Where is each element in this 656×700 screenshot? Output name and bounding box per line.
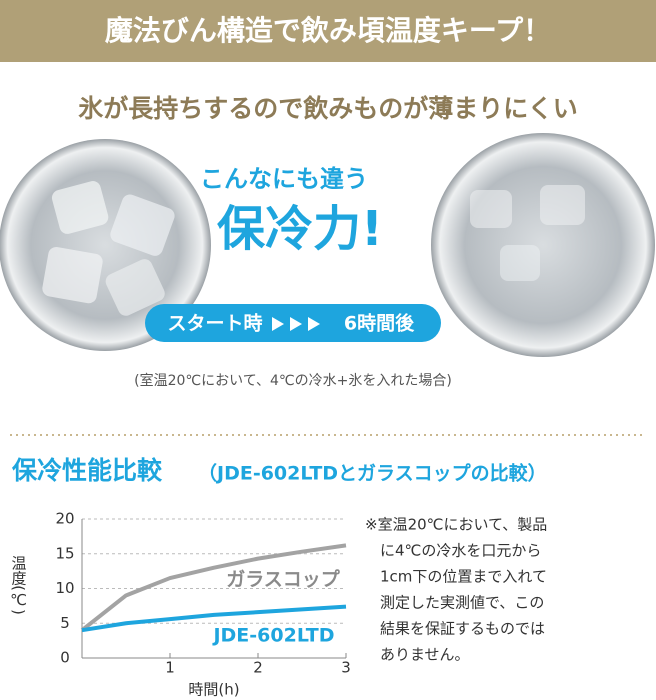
- note-line: ありません。: [380, 646, 470, 664]
- note-line: 1cm下の位置まで入れて: [380, 568, 547, 586]
- series-label: ガラスコップ: [226, 568, 341, 591]
- y-tick-label: 0: [60, 649, 70, 667]
- series-label: JDE-602LTD: [211, 625, 334, 647]
- note-line: に4℃の冷水を口元から: [380, 542, 541, 560]
- y-tick-label: 10: [55, 579, 74, 597]
- timeline-start: スタート時: [167, 313, 262, 335]
- photo-right: [431, 133, 655, 357]
- chart: 0 5 10 15 20 1 2 3 ガラスコップ JDE-602LTD: [55, 510, 350, 677]
- timeline-end: 6時間後: [344, 312, 415, 335]
- subtitle: 氷が長持ちするので飲みものが薄まりにくい: [78, 94, 578, 123]
- note-line: 測定した実測値で、この: [380, 594, 544, 612]
- header-title: 魔法びん構造で飲み頃温度キープ！: [105, 14, 551, 47]
- chart-title: 保冷性能比較: [11, 456, 163, 485]
- note-line: 結果を保証するものでは: [380, 620, 545, 638]
- photo-note: (室温20℃において、4℃の冷水+氷を入れた場合): [134, 372, 452, 389]
- photo-caption-main: 保冷力!: [217, 201, 383, 257]
- photo-left: [0, 139, 211, 351]
- y-tick-label: 5: [60, 614, 70, 632]
- photo-caption-top: こんなにも違う: [200, 165, 368, 193]
- chart-subtitle: （JDE-602LTDとガラスコップの比較）: [198, 462, 547, 485]
- y-tick-label: 15: [55, 544, 74, 562]
- x-tick-label: 1: [165, 659, 175, 677]
- series-line: [81, 604, 347, 633]
- note-line: ※室温20℃において、製品: [365, 516, 547, 534]
- x-tick-label: 3: [341, 659, 351, 677]
- x-tick-label: 2: [253, 659, 263, 677]
- header-band: [0, 0, 656, 62]
- x-axis-label: 時間(h): [188, 681, 239, 699]
- y-axis-label: 温度(℃): [10, 555, 28, 615]
- series-line: [80, 543, 347, 632]
- y-tick-label: 20: [55, 510, 74, 528]
- timeline-arrows: [272, 317, 320, 331]
